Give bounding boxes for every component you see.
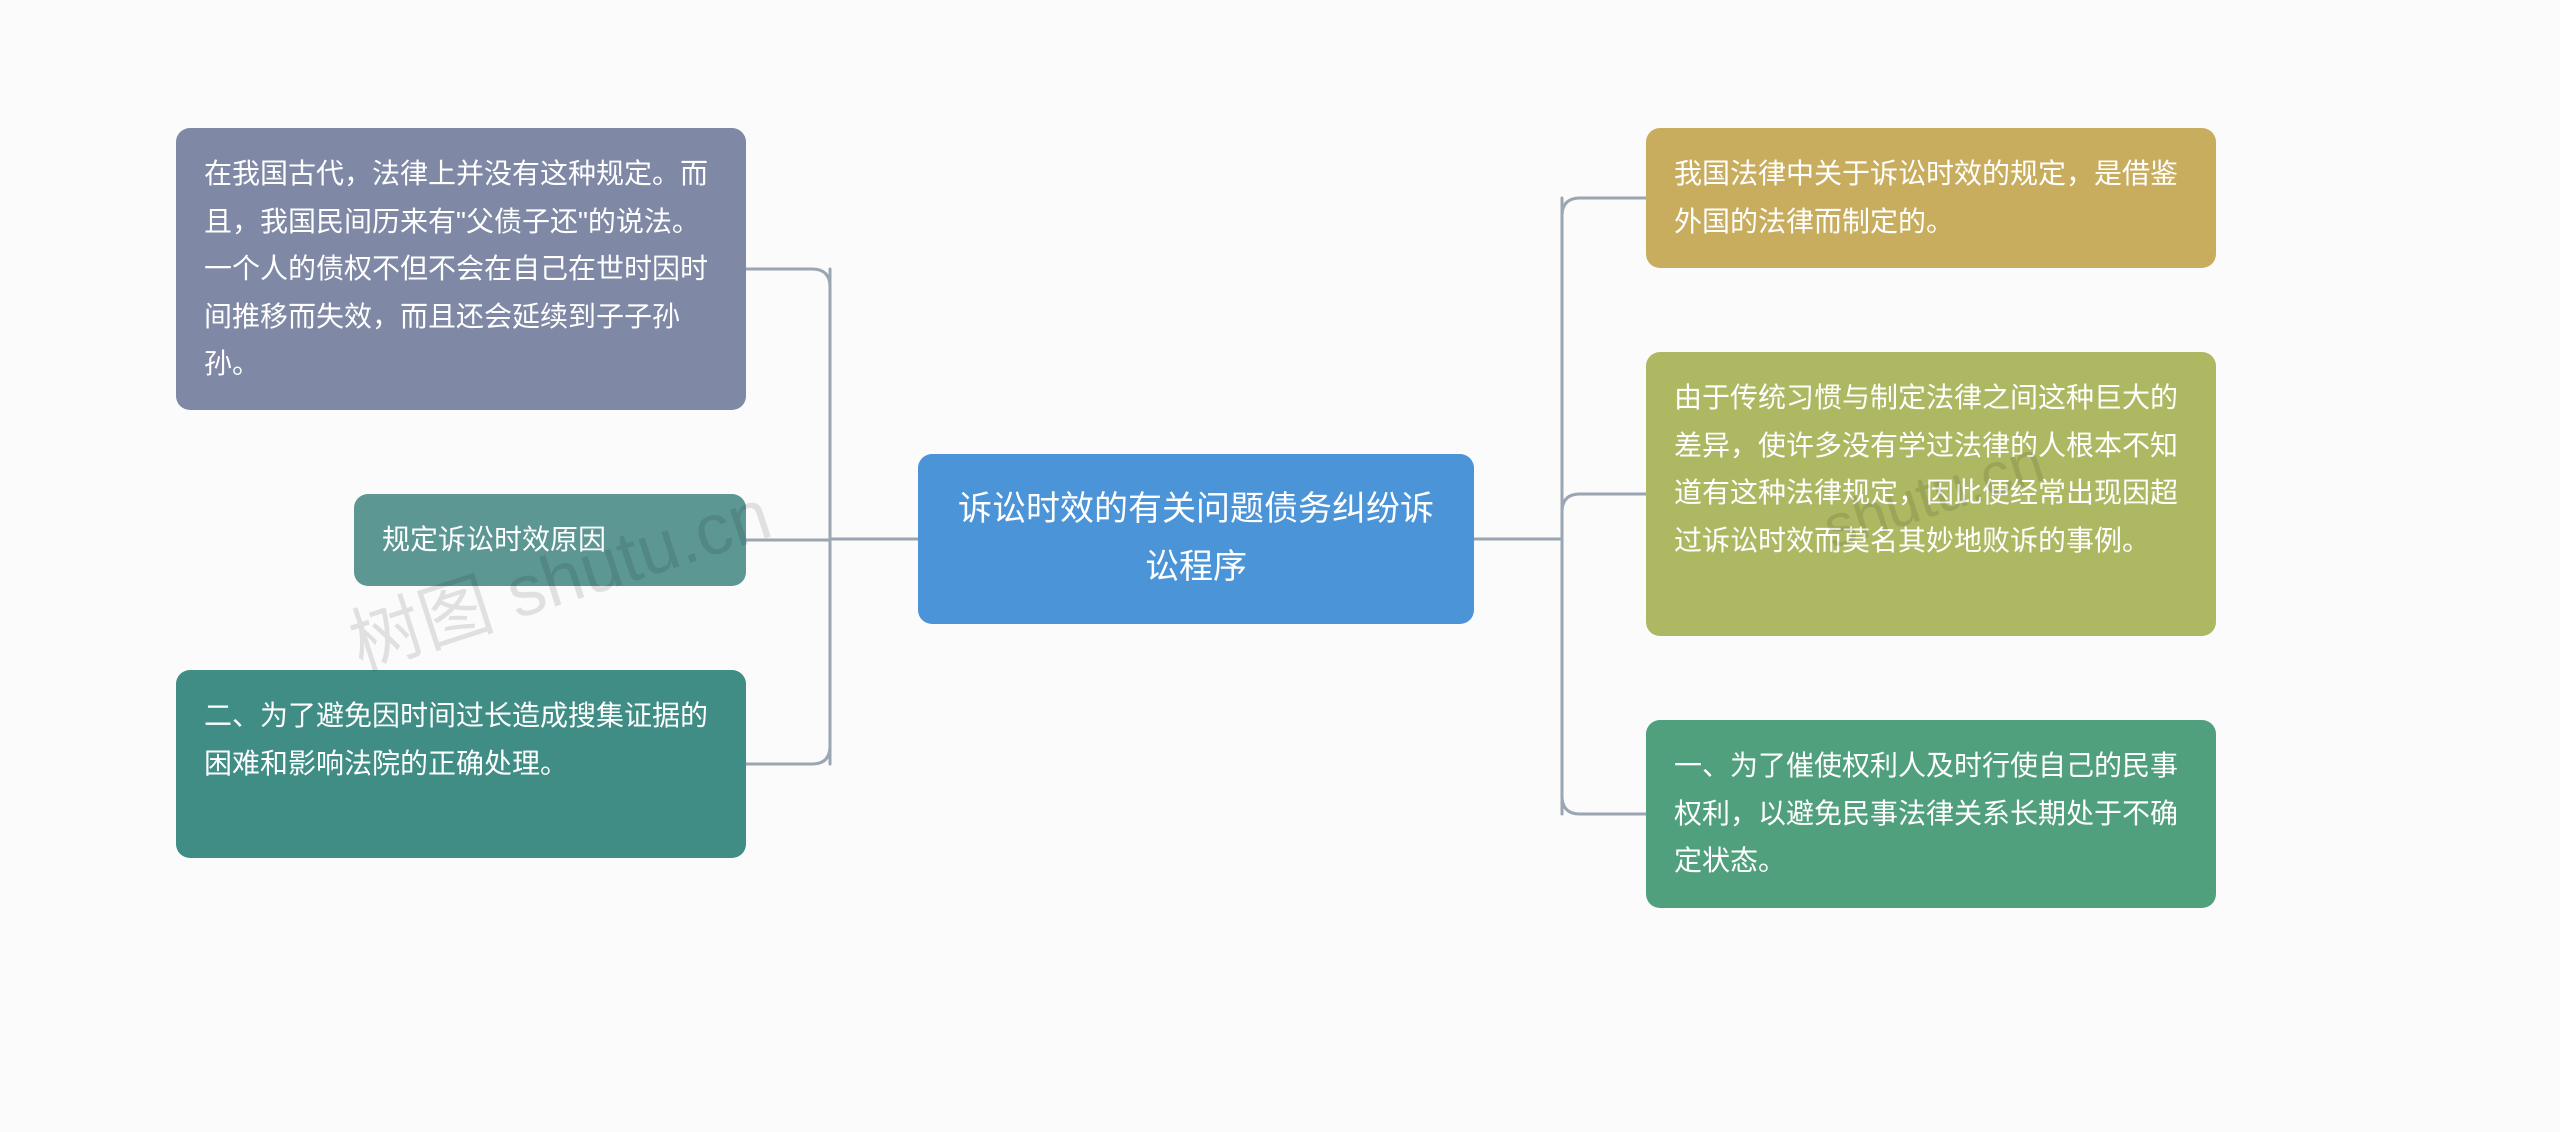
left-node-1: 在我国古代，法律上并没有这种规定。而且，我国民间历来有"父债子还"的说法。一个人… (176, 128, 746, 410)
right-node-2-text: 由于传统习惯与制定法律之间这种巨大的差异，使许多没有学过法律的人根本不知道有这种… (1674, 382, 2178, 556)
right-node-1: 我国法律中关于诉讼时效的规定，是借鉴外国的法律而制定的。 (1646, 128, 2216, 268)
mindmap-center-node: 诉讼时效的有关问题债务纠纷诉讼程序 (918, 454, 1474, 624)
left-node-2: 规定诉讼时效原因 (354, 494, 746, 586)
left-node-3-text: 二、为了避免因时间过长造成搜集证据的困难和影响法院的正确处理。 (204, 700, 708, 779)
right-node-3: 一、为了催使权利人及时行使自己的民事权利，以避免民事法律关系长期处于不确定状态。 (1646, 720, 2216, 908)
left-node-2-text: 规定诉讼时效原因 (382, 524, 606, 555)
left-node-1-text: 在我国古代，法律上并没有这种规定。而且，我国民间历来有"父债子还"的说法。一个人… (204, 158, 708, 379)
right-node-2: 由于传统习惯与制定法律之间这种巨大的差异，使许多没有学过法律的人根本不知道有这种… (1646, 352, 2216, 636)
left-node-3: 二、为了避免因时间过长造成搜集证据的困难和影响法院的正确处理。 (176, 670, 746, 858)
center-text: 诉讼时效的有关问题债务纠纷诉讼程序 (946, 481, 1446, 597)
right-node-1-text: 我国法律中关于诉讼时效的规定，是借鉴外国的法律而制定的。 (1674, 158, 2178, 237)
right-node-3-text: 一、为了催使权利人及时行使自己的民事权利，以避免民事法律关系长期处于不确定状态。 (1674, 750, 2178, 876)
